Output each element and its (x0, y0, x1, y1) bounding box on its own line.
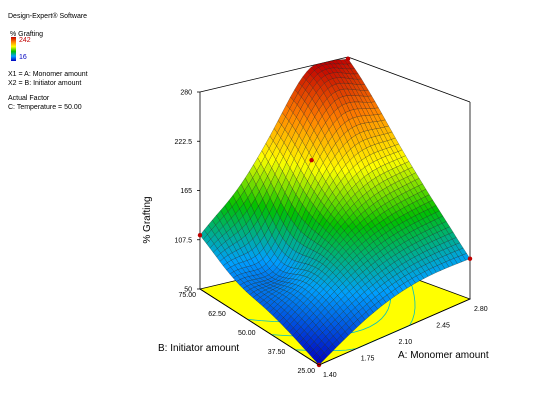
z-tick-label: 280 (180, 90, 192, 97)
y-axis-label: B: Initiator amount (158, 343, 239, 354)
plot-box-front (199, 288, 471, 366)
response-surface (197, 56, 473, 368)
design-point (197, 233, 203, 238)
design-point (345, 56, 351, 62)
box-edge (347, 56, 471, 103)
legend-min-value: 16 (19, 54, 27, 61)
software-label: Design-Expert® Software (8, 13, 88, 20)
actual-factor-value: C: Temperature = 50.00 (8, 104, 82, 111)
axis-ticks: 50 107.5 165 222.5 280 1.40 1.75 2.10 2.45 2.80 25… (174, 90, 487, 380)
z-axis-label: % Grafting (142, 196, 153, 243)
factor-x2: X2 = B: Initiator amount (8, 80, 82, 87)
box-edge (199, 288, 320, 366)
design-point (467, 256, 473, 261)
y-tick-label: 75.00 (178, 292, 196, 299)
factors-panel: X1 = A: Monomer amount X2 = B: Initiator… (8, 70, 88, 112)
y-tick-label: 50.00 (238, 330, 256, 337)
z-tick-label: 107.5 (174, 237, 192, 244)
x-tick-label: 2.80 (474, 306, 488, 313)
info-panel: Design-Expert® Software % Grafting (8, 12, 87, 39)
factor-x1: X1 = A: Monomer amount (8, 71, 88, 78)
response-name: % Grafting (10, 31, 44, 38)
z-tick-label: 50 (184, 287, 192, 294)
legend-max-value: 242 (19, 37, 31, 44)
surface-cell (315, 356, 324, 366)
y-tick-label: 62.50 (208, 311, 226, 318)
box-edge (318, 298, 471, 366)
design-point (309, 157, 314, 163)
z-tick-label: 222.5 (174, 139, 192, 146)
x-tick-label: 1.40 (323, 372, 337, 379)
actual-factor-heading: Actual Factor (8, 95, 50, 102)
x-axis-label: A: Monomer amount (398, 350, 489, 361)
y-tick-label: 25.00 (297, 368, 315, 375)
x-tick-label: 2.10 (399, 339, 413, 346)
y-tick-label: 37.50 (268, 349, 286, 356)
z-tick-label: 165 (180, 188, 192, 195)
x-tick-label: 2.45 (436, 323, 450, 330)
color-scale-bar (11, 37, 16, 61)
x-tick-label: 1.75 (361, 356, 375, 363)
